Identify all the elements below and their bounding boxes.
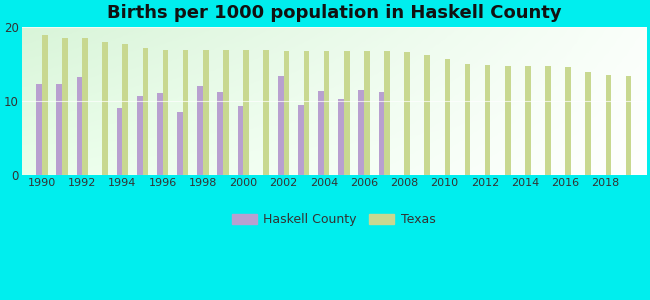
- Bar: [82, 38, 88, 175]
- Bar: [243, 50, 249, 175]
- Bar: [566, 67, 571, 175]
- Bar: [177, 112, 183, 175]
- Bar: [283, 51, 289, 175]
- Bar: [344, 51, 350, 175]
- Bar: [278, 76, 283, 175]
- Bar: [77, 77, 82, 175]
- Bar: [626, 76, 631, 175]
- Bar: [318, 91, 324, 175]
- Title: Births per 1000 population in Haskell County: Births per 1000 population in Haskell Co…: [107, 4, 561, 22]
- Bar: [62, 38, 68, 175]
- Bar: [465, 64, 471, 175]
- Bar: [338, 99, 344, 175]
- Bar: [545, 66, 551, 175]
- Bar: [424, 56, 430, 175]
- Bar: [183, 50, 188, 175]
- Bar: [42, 35, 47, 175]
- Bar: [122, 44, 128, 175]
- Bar: [525, 66, 530, 175]
- Bar: [445, 59, 450, 175]
- Bar: [117, 108, 122, 175]
- Bar: [57, 84, 62, 175]
- Bar: [298, 105, 304, 175]
- Bar: [238, 106, 243, 175]
- Bar: [203, 50, 209, 175]
- Bar: [223, 50, 229, 175]
- Bar: [157, 93, 162, 175]
- Bar: [384, 51, 390, 175]
- Bar: [263, 50, 269, 175]
- Bar: [102, 42, 108, 175]
- Bar: [586, 72, 591, 175]
- Bar: [606, 75, 611, 175]
- Bar: [218, 92, 223, 175]
- Bar: [142, 48, 148, 175]
- Bar: [364, 51, 370, 175]
- Bar: [505, 66, 510, 175]
- Bar: [324, 51, 330, 175]
- Bar: [36, 84, 42, 175]
- Bar: [404, 52, 410, 175]
- Bar: [137, 96, 142, 175]
- Legend: Haskell County, Texas: Haskell County, Texas: [227, 208, 441, 231]
- Bar: [485, 65, 491, 175]
- Bar: [358, 90, 364, 175]
- Bar: [304, 51, 309, 175]
- Bar: [378, 92, 384, 175]
- Bar: [162, 50, 168, 175]
- Bar: [198, 86, 203, 175]
